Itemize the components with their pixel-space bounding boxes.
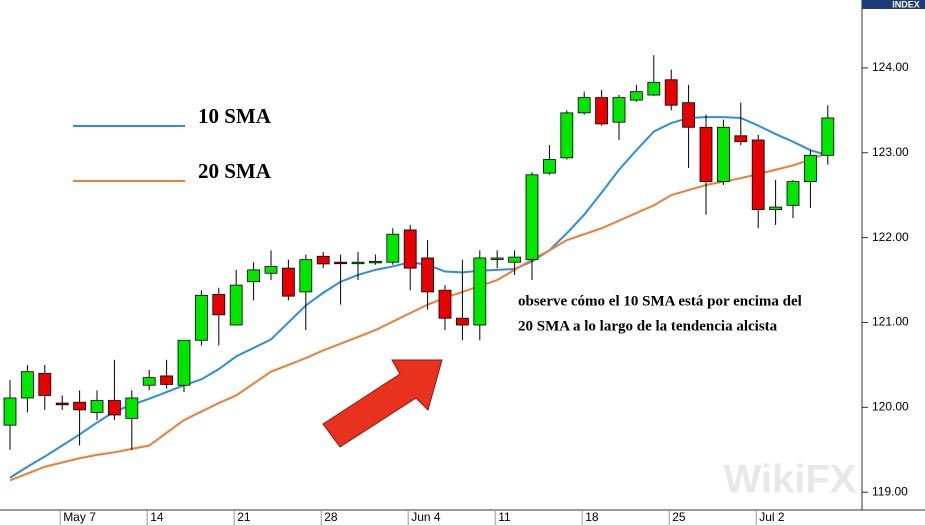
y-tick-label: 123.00	[872, 145, 909, 159]
y-tick-label: 124.00	[872, 60, 909, 74]
candle-down	[212, 294, 226, 316]
candle-up	[142, 377, 156, 386]
candle-up	[3, 397, 17, 426]
candle-down	[751, 139, 765, 211]
candle-up	[351, 261, 365, 265]
candle-down	[73, 401, 86, 411]
candle-down	[108, 400, 121, 416]
candle-down	[682, 102, 695, 128]
candle-up	[247, 269, 261, 283]
watermark: WikiFX	[724, 458, 857, 502]
legend-label: 20 SMA	[198, 159, 272, 183]
legend: 10 SMA 20 SMA	[73, 104, 272, 183]
candle-up	[525, 174, 539, 261]
axis-label: INDEX	[892, 0, 920, 9]
annotation: observe cómo el 10 SMA está por encima d…	[518, 293, 802, 309]
x-tick-label: May 7	[63, 510, 96, 524]
x-tick-label: Jul 2	[759, 510, 785, 524]
x-tick-label: 11	[498, 510, 511, 524]
sma-line	[9, 151, 829, 482]
candle-up	[717, 126, 730, 182]
candle-up	[368, 260, 382, 264]
y-tick-label: 120.00	[872, 399, 909, 413]
candle-up	[229, 284, 243, 326]
candle-up	[612, 97, 626, 123]
candle-down	[334, 261, 348, 265]
candle-up	[90, 400, 104, 413]
candle-down	[55, 402, 69, 406]
candle-down	[734, 135, 748, 143]
candle-down	[160, 375, 174, 385]
candle-up	[821, 117, 835, 156]
candle-up	[769, 206, 782, 211]
annotation: 20 SMA a lo largo de la tendencia alcist…	[518, 318, 778, 334]
y-tick-label: 122.00	[872, 230, 909, 244]
candle-down	[316, 255, 330, 265]
candle-down	[421, 257, 435, 293]
x-tick-label: 14	[150, 510, 164, 524]
candle-up	[473, 257, 487, 326]
candle-up	[577, 97, 591, 114]
candle-up	[194, 294, 208, 341]
candle-up	[299, 259, 313, 293]
x-tick-label: 28	[324, 510, 338, 524]
legend-label: 10 SMA	[198, 104, 272, 128]
x-tick-label: 25	[672, 510, 686, 524]
candle-down	[455, 317, 469, 326]
candle-up	[804, 154, 817, 182]
candle-down	[38, 372, 52, 396]
candle-down	[403, 229, 417, 269]
candle-up	[647, 81, 661, 96]
candle-up	[543, 159, 556, 174]
candle-down	[699, 126, 713, 182]
candle-up	[560, 112, 574, 159]
candle-up	[490, 257, 504, 260]
x-tick-label: 18	[585, 510, 599, 524]
candle-down	[664, 79, 678, 106]
candle-down	[438, 289, 452, 319]
candle-up	[177, 339, 191, 386]
candle-up	[630, 91, 643, 101]
arrow	[322, 359, 443, 448]
x-tick-label: Jun 4	[411, 510, 441, 524]
candle-up	[264, 266, 278, 274]
y-tick-label: 119.00	[872, 484, 908, 498]
candle-up	[508, 256, 522, 263]
candle-down	[281, 267, 295, 297]
candle-down	[595, 97, 608, 125]
candle-up	[786, 181, 800, 206]
candle-up	[125, 397, 139, 419]
candle-up	[20, 371, 34, 399]
y-tick-label: 121.00	[872, 315, 909, 329]
axis-label-box	[862, 0, 925, 9]
x-tick-label: 21	[237, 510, 251, 524]
candle-up	[386, 233, 400, 263]
